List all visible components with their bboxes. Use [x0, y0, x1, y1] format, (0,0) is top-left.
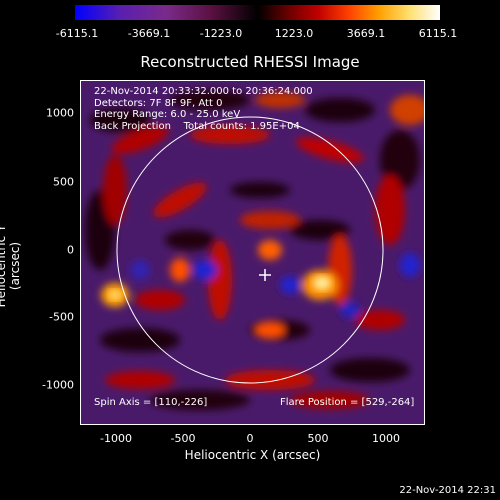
- colorbar-tick: 3669.1: [346, 27, 386, 40]
- info-line: Energy Range: 6.0 - 25.0 keV: [94, 109, 241, 120]
- y-tick: -500: [49, 310, 74, 324]
- info-line: Detectors: 7F 8F 9F, Att 0: [94, 97, 223, 109]
- y-tick: 1000: [46, 106, 74, 120]
- solar-limb: [116, 116, 384, 384]
- image-canvas: [80, 80, 425, 425]
- colorbar-tick: -6115.1: [55, 27, 99, 40]
- info-block: 22-Nov-2014 20:33:32.000 to 20:36:24.000…: [94, 86, 313, 132]
- image-title: Reconstructed RHESSI Image: [140, 53, 360, 71]
- flare-position-label: Flare Position = [529,-264]: [280, 397, 415, 408]
- rhessi-image: [80, 80, 425, 425]
- x-tick: -500: [170, 432, 196, 445]
- y-axis-label: Heliocentric Y (arcsec): [0, 225, 22, 308]
- colorbar: [75, 5, 440, 20]
- y-tick: 500: [53, 175, 74, 189]
- colorbar-tick: 1223.0: [274, 27, 314, 40]
- total-counts: Total counts: 1.95E+04: [183, 120, 300, 132]
- method-label: Back Projection: [94, 120, 171, 132]
- colorbar-tick: -1223.0: [199, 27, 243, 40]
- spin-axis-label: Spin Axis = [110,-226]: [94, 397, 208, 408]
- info-line: Back Projection Total counts: 1.95E+04: [94, 121, 313, 133]
- y-tick: -1000: [42, 378, 74, 392]
- colorbar-tick: 6115.1: [418, 27, 458, 40]
- y-tick: 0: [67, 243, 74, 257]
- x-tick: 0: [246, 432, 254, 445]
- x-tick: 1000: [372, 432, 400, 445]
- x-tick: -1000: [100, 432, 132, 445]
- x-axis-label: Heliocentric X (arcsec): [184, 448, 321, 462]
- timestamp: 22-Nov-2014 22:31: [399, 485, 496, 496]
- x-tick: 500: [307, 432, 329, 445]
- colorbar-tick: -3669.1: [127, 27, 171, 40]
- info-line: 22-Nov-2014 20:33:32.000 to 20:36:24.000: [94, 86, 313, 97]
- spin-axis-marker: [259, 269, 271, 281]
